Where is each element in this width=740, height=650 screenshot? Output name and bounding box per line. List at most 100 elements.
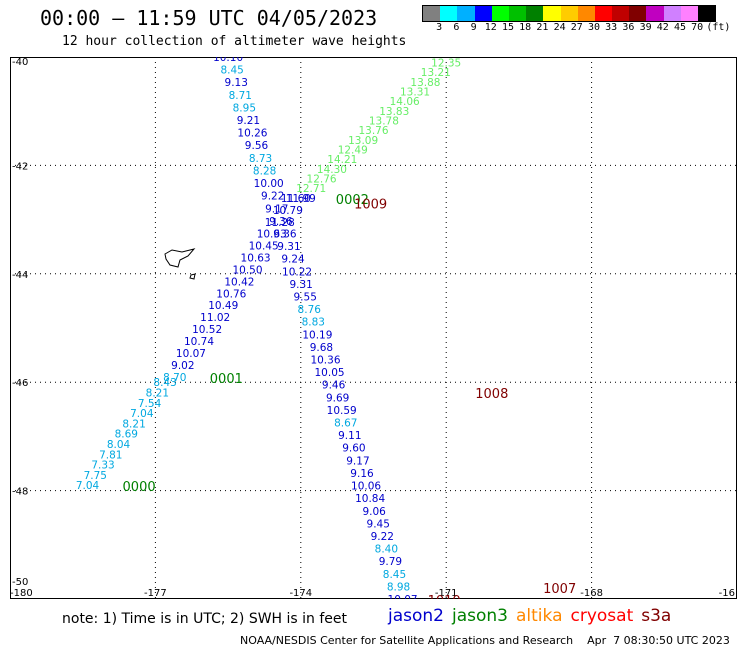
wave-height-value: 8.71 bbox=[229, 90, 252, 102]
wave-height-value: 14.30 bbox=[317, 164, 347, 176]
wave-height-value: 8.70 bbox=[163, 372, 186, 384]
satellite-legend: jason2 jason3 altika cryosat s3a bbox=[388, 606, 679, 626]
wave-height-value: 10.07 bbox=[176, 348, 206, 360]
wave-height-value: 9.24 bbox=[281, 254, 305, 266]
wave-height-value: 9.68 bbox=[310, 342, 333, 354]
wave-height-value: 11.99 bbox=[286, 193, 316, 205]
satellite-legend-cryosat: cryosat bbox=[570, 606, 634, 626]
wave-height-value: 8.45 bbox=[383, 569, 406, 581]
wave-height-value: 13.88 bbox=[410, 77, 440, 89]
colorbar-swatch bbox=[543, 6, 561, 21]
wave-height-value: 9.21 bbox=[237, 115, 260, 127]
lat-tick-label: -40 bbox=[12, 57, 28, 68]
wave-height-value: 9.22 bbox=[371, 531, 394, 543]
satellite-legend-altika: altika bbox=[516, 606, 563, 626]
lat-tick-label: -48 bbox=[12, 487, 28, 498]
wave-height-value: 10.26 bbox=[237, 128, 267, 140]
colorbar-swatch bbox=[646, 6, 664, 21]
wave-height-value: 13.83 bbox=[379, 106, 409, 118]
colorbar-swatch bbox=[698, 6, 716, 21]
pass-time-label: 0000 bbox=[123, 480, 156, 495]
pass-time-label: 1007 bbox=[543, 582, 576, 597]
wave-height-value: 14.06 bbox=[390, 96, 420, 108]
wave-height-value: 12.76 bbox=[307, 174, 337, 186]
wave-height-value: 9.06 bbox=[362, 506, 386, 518]
wave-height-value: 12.35 bbox=[431, 57, 461, 69]
wave-height-value: 12.71 bbox=[296, 183, 326, 195]
wave-height-value: 10.10 bbox=[213, 57, 243, 64]
pass-time-label: 1008 bbox=[475, 387, 508, 402]
colorbar-swatch bbox=[474, 6, 492, 21]
colorbar-unit: (ft) bbox=[706, 22, 731, 33]
wave-height-value: 9.60 bbox=[342, 443, 365, 455]
wave-height-value: 13.78 bbox=[369, 115, 399, 127]
satellite-legend-jason3: jason3 bbox=[452, 606, 508, 626]
island-outline bbox=[189, 273, 196, 280]
wave-height-value: 8.73 bbox=[249, 153, 272, 165]
wave-height-value: 8.67 bbox=[334, 418, 357, 430]
wave-height-value: 9.79 bbox=[379, 556, 402, 568]
colorbar-tick-label: 12 bbox=[484, 22, 497, 33]
wave-height-value: 8.69 bbox=[115, 429, 138, 441]
colorbar-swatch bbox=[680, 6, 698, 21]
wave-height-value: 8.45 bbox=[220, 65, 243, 77]
wave-height-value: 10.00 bbox=[254, 178, 284, 190]
colorbar-tick-label: 36 bbox=[622, 22, 635, 33]
colorbar-swatch bbox=[526, 6, 544, 21]
colorbar-swatch bbox=[629, 6, 647, 21]
wave-height-value: 8.83 bbox=[302, 317, 325, 329]
wave-height-value: 9.11 bbox=[338, 430, 361, 442]
wave-height-value: 7.81 bbox=[99, 449, 122, 461]
lon-tick-label: -174 bbox=[289, 588, 312, 599]
wave-height-value: 12.49 bbox=[338, 145, 368, 157]
wave-height-value: 10.19 bbox=[302, 329, 332, 341]
colorbar-tick-label: 21 bbox=[536, 22, 549, 33]
wave-height-value: 9.31 bbox=[277, 241, 300, 253]
colorbar-swatch bbox=[560, 6, 578, 21]
wave-height-value: 9.31 bbox=[289, 279, 312, 291]
credit-line: NOAA/NESDIS Center for Satellite Applica… bbox=[240, 634, 730, 647]
wave-height-value: 9.55 bbox=[294, 291, 317, 303]
lon-tick-label: -16 bbox=[719, 588, 735, 599]
wave-height-value: 9.13 bbox=[225, 77, 248, 89]
colorbar-swatch bbox=[423, 6, 441, 21]
colorbar-tick-label: 6 bbox=[453, 22, 460, 33]
wave-height-value: 9.17 bbox=[346, 455, 369, 467]
satellite-legend-jason2: jason2 bbox=[388, 606, 444, 626]
colorbar-tick-label: 42 bbox=[656, 22, 669, 33]
wave-height-value: 10.63 bbox=[257, 229, 287, 241]
wave-height-value: 7.33 bbox=[91, 460, 114, 472]
wave-height-value: 9.16 bbox=[350, 468, 374, 480]
wave-height-value: 10.42 bbox=[224, 276, 254, 288]
wave-height-value: 11.28 bbox=[265, 217, 295, 229]
wave-height-value: 8.76 bbox=[298, 304, 322, 316]
colorbar-swatch bbox=[508, 6, 527, 21]
wave-height-value: 7.04 bbox=[76, 480, 100, 492]
colorbar-tick-label: 27 bbox=[570, 22, 583, 33]
colorbar-tick-label: 9 bbox=[470, 22, 477, 33]
wave-height-value: 13.09 bbox=[348, 135, 378, 147]
footnote: note: 1) Time is in UTC; 2) SWH is in fe… bbox=[62, 611, 348, 627]
wave-height-value: 9.45 bbox=[367, 518, 390, 530]
wave-height-value: 10.06 bbox=[351, 481, 381, 493]
wave-height-value: 8.21 bbox=[146, 387, 169, 399]
colorbar-tick-label: 24 bbox=[553, 22, 566, 33]
colorbar-tick-label: 15 bbox=[501, 22, 515, 33]
wave-height-value: 10.76 bbox=[216, 288, 246, 300]
pass-time-label: 1009 bbox=[354, 197, 387, 212]
altimeter-map-plot: -180 -177 -174 -171 -168 -16 -40 -42 -44 -46 -48 -5… bbox=[10, 57, 737, 599]
wave-height-value: 10.74 bbox=[184, 336, 214, 348]
colorbar-swatch bbox=[663, 6, 681, 21]
wave-height-value: 13.21 bbox=[421, 67, 451, 79]
wave-height-value: 10.63 bbox=[241, 253, 271, 265]
lon-tick-label: -177 bbox=[144, 588, 167, 599]
lat-tick-label: -42 bbox=[12, 161, 28, 172]
plot-frame bbox=[10, 57, 737, 599]
wave-height-value: 8.43 bbox=[153, 377, 176, 389]
lat-tick-label: -44 bbox=[12, 270, 28, 281]
pass-time-label: 1010 bbox=[428, 594, 461, 599]
wave-height-value: 10.22 bbox=[282, 266, 312, 278]
wave-height-value: 9.69 bbox=[326, 392, 349, 404]
wave-height-value: 9.36 bbox=[273, 228, 297, 240]
wave-height-value: 9.56 bbox=[245, 140, 269, 152]
